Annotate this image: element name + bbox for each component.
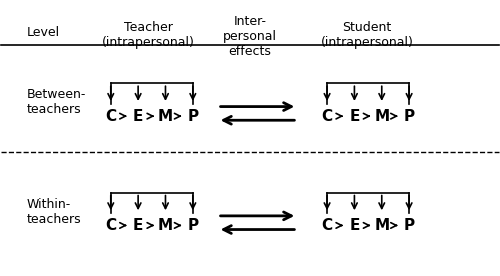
- Text: C: C: [322, 218, 332, 233]
- Text: P: P: [404, 218, 414, 233]
- Text: P: P: [188, 218, 198, 233]
- Text: C: C: [105, 109, 117, 124]
- Text: M: M: [374, 109, 390, 124]
- Text: Between-
teachers: Between- teachers: [26, 89, 86, 116]
- Text: Teacher
(intrapersonal): Teacher (intrapersonal): [102, 20, 194, 49]
- Text: P: P: [188, 109, 198, 124]
- Text: C: C: [322, 109, 332, 124]
- Text: Within-
teachers: Within- teachers: [26, 198, 81, 226]
- Text: E: E: [349, 109, 360, 124]
- Text: E: E: [349, 218, 360, 233]
- Text: Level: Level: [26, 26, 60, 39]
- Text: E: E: [133, 109, 143, 124]
- Text: C: C: [105, 218, 117, 233]
- Text: M: M: [374, 218, 390, 233]
- Text: M: M: [158, 218, 173, 233]
- Text: E: E: [133, 218, 143, 233]
- Text: M: M: [158, 109, 173, 124]
- Text: Inter-
personal
effects: Inter- personal effects: [223, 15, 277, 58]
- Text: Student
(intrapersonal): Student (intrapersonal): [320, 20, 414, 49]
- Text: P: P: [404, 109, 414, 124]
